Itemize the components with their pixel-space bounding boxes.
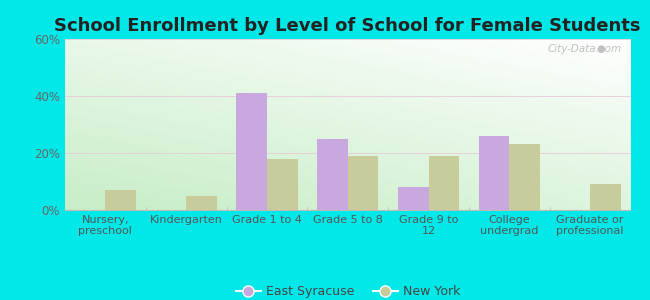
- Bar: [590, 184, 621, 210]
- Text: ●: ●: [597, 44, 605, 54]
- Bar: [428, 156, 460, 210]
- Bar: [510, 145, 540, 210]
- Text: City-Data.com: City-Data.com: [548, 44, 622, 54]
- Title: School Enrollment by Level of School for Female Students: School Enrollment by Level of School for…: [55, 17, 641, 35]
- Bar: [348, 156, 378, 210]
- Bar: [105, 190, 136, 210]
- Bar: [267, 159, 298, 210]
- Bar: [236, 93, 267, 210]
- Bar: [186, 196, 217, 210]
- Legend: East Syracuse, New York: East Syracuse, New York: [231, 280, 465, 300]
- Bar: [398, 187, 428, 210]
- Bar: [317, 139, 348, 210]
- Bar: [478, 136, 510, 210]
